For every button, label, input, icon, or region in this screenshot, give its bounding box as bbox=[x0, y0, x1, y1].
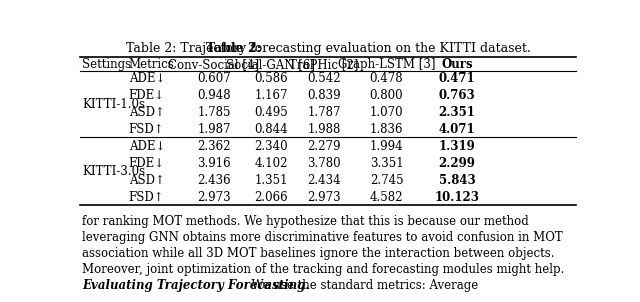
Text: 0.839: 0.839 bbox=[307, 89, 341, 102]
Text: 3.916: 3.916 bbox=[197, 157, 231, 170]
Text: 2.436: 2.436 bbox=[197, 174, 231, 187]
Text: 0.495: 0.495 bbox=[254, 106, 288, 119]
Text: 1.351: 1.351 bbox=[254, 174, 288, 187]
Text: ADE↓: ADE↓ bbox=[129, 72, 165, 85]
Text: for ranking MOT methods. We hypothesize that this is because our method: for ranking MOT methods. We hypothesize … bbox=[83, 215, 529, 228]
Text: Ours: Ours bbox=[441, 58, 473, 71]
Text: leveraging GNN obtains more discriminative features to avoid confusion in MOT: leveraging GNN obtains more discriminati… bbox=[83, 231, 563, 244]
Text: 1.994: 1.994 bbox=[370, 140, 403, 153]
Text: 0.763: 0.763 bbox=[438, 89, 476, 102]
Text: Conv-Social [4]: Conv-Social [4] bbox=[168, 58, 259, 71]
Text: 3.780: 3.780 bbox=[307, 157, 341, 170]
Text: 1.988: 1.988 bbox=[307, 123, 340, 136]
Text: 2.279: 2.279 bbox=[307, 140, 340, 153]
Text: Metrics: Metrics bbox=[129, 58, 174, 71]
Text: FSD↑: FSD↑ bbox=[129, 123, 164, 136]
Text: 1.785: 1.785 bbox=[197, 106, 230, 119]
Text: TraPHic [2]: TraPHic [2] bbox=[289, 58, 358, 71]
Text: FSD↑: FSD↑ bbox=[129, 191, 164, 204]
Text: ASD↑: ASD↑ bbox=[129, 174, 164, 187]
Text: 2.340: 2.340 bbox=[254, 140, 288, 153]
Text: KITTI-1.0s: KITTI-1.0s bbox=[83, 98, 145, 111]
Text: 4.582: 4.582 bbox=[370, 191, 403, 204]
Text: Settings: Settings bbox=[83, 58, 132, 71]
Text: Table 2: Trajectory forecasting evaluation on the KITTI dataset.: Table 2: Trajectory forecasting evaluati… bbox=[125, 42, 531, 55]
Text: 1.987: 1.987 bbox=[197, 123, 230, 136]
Text: Graph-LSTM [3]: Graph-LSTM [3] bbox=[338, 58, 435, 71]
Text: 2.066: 2.066 bbox=[254, 191, 288, 204]
Text: FDE↓: FDE↓ bbox=[129, 157, 164, 170]
Text: 10.123: 10.123 bbox=[435, 191, 479, 204]
Text: 2.299: 2.299 bbox=[438, 157, 476, 170]
Text: 2.745: 2.745 bbox=[370, 174, 403, 187]
Text: 2.973: 2.973 bbox=[197, 191, 231, 204]
Text: 0.607: 0.607 bbox=[197, 72, 231, 85]
Text: 1.319: 1.319 bbox=[438, 140, 476, 153]
Text: 0.800: 0.800 bbox=[370, 89, 403, 102]
Text: 2.434: 2.434 bbox=[307, 174, 341, 187]
Text: FDE↓: FDE↓ bbox=[129, 89, 164, 102]
Text: 0.471: 0.471 bbox=[438, 72, 476, 85]
Text: 0.844: 0.844 bbox=[254, 123, 288, 136]
Text: 4.102: 4.102 bbox=[254, 157, 288, 170]
Text: 4.071: 4.071 bbox=[438, 123, 476, 136]
Text: 1.167: 1.167 bbox=[254, 89, 288, 102]
Text: Table 2:: Table 2: bbox=[207, 42, 262, 55]
Text: 2.973: 2.973 bbox=[307, 191, 341, 204]
Text: 5.843: 5.843 bbox=[438, 174, 476, 187]
Text: Evaluating Trajectory Forecasting.: Evaluating Trajectory Forecasting. bbox=[83, 278, 310, 291]
Text: 0.542: 0.542 bbox=[307, 72, 341, 85]
Text: Moreover, joint optimization of the tracking and forecasting modules might help.: Moreover, joint optimization of the trac… bbox=[83, 263, 565, 276]
Text: 3.351: 3.351 bbox=[370, 157, 403, 170]
Text: 0.948: 0.948 bbox=[197, 89, 231, 102]
Text: KITTI-3.0s: KITTI-3.0s bbox=[83, 165, 146, 178]
Text: 0.586: 0.586 bbox=[254, 72, 288, 85]
Text: 2.362: 2.362 bbox=[197, 140, 230, 153]
Text: 2.351: 2.351 bbox=[438, 106, 476, 119]
Text: We use the standard metrics: Average: We use the standard metrics: Average bbox=[244, 278, 478, 291]
Text: 0.478: 0.478 bbox=[370, 72, 403, 85]
Text: Social-GAN [6]: Social-GAN [6] bbox=[227, 58, 316, 71]
Text: 1.070: 1.070 bbox=[370, 106, 403, 119]
Text: association while all 3D MOT baselines ignore the interaction between objects.: association while all 3D MOT baselines i… bbox=[83, 247, 555, 260]
Text: 1.787: 1.787 bbox=[307, 106, 340, 119]
Text: ASD↑: ASD↑ bbox=[129, 106, 164, 119]
Text: 1.836: 1.836 bbox=[370, 123, 403, 136]
Text: ADE↓: ADE↓ bbox=[129, 140, 165, 153]
